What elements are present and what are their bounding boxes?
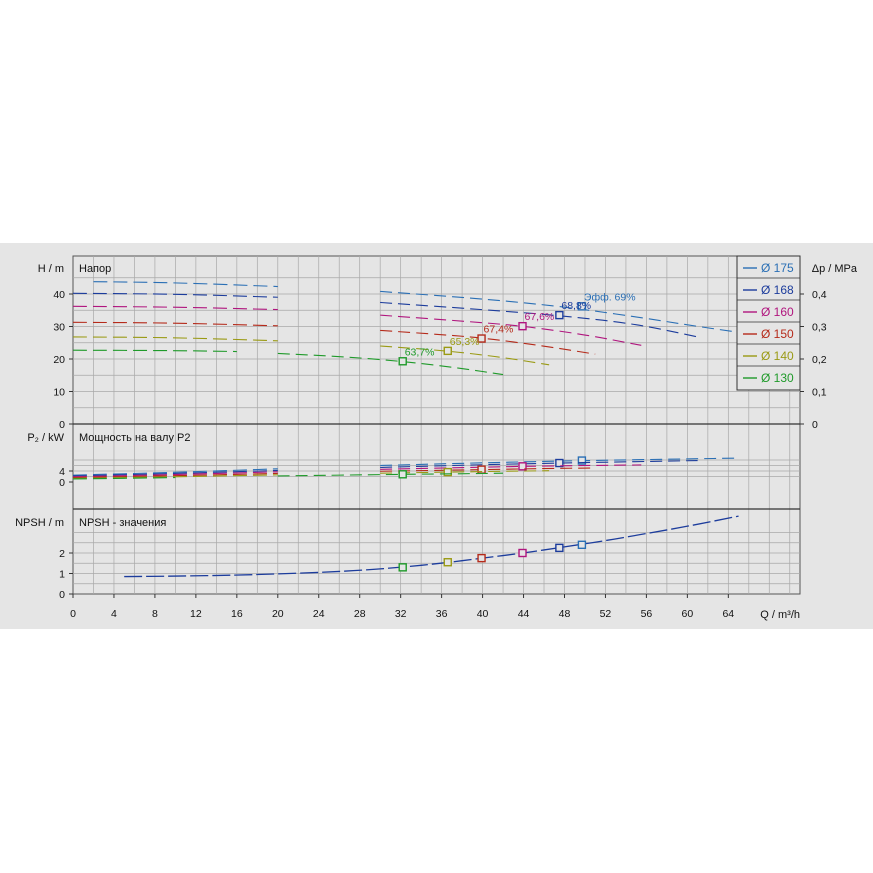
power-4-operating-point — [443, 467, 452, 477]
flow-axis-tick-label: 12 — [190, 608, 202, 620]
power-3-curve — [72, 472, 278, 479]
head-5-curve — [72, 349, 237, 353]
npsh-axis-label: NPSH / m — [15, 517, 64, 529]
pressure-axis-tick-label: 0,2 — [812, 354, 827, 366]
pressure-axis-tick-label: 0 — [812, 419, 818, 431]
power-5-curve — [72, 477, 176, 480]
power-2-curve — [72, 471, 278, 478]
head-3-operating-point — [477, 334, 486, 343]
flow-axis-label: Q / m³/h — [760, 609, 800, 621]
flow-axis-tick-label: 44 — [518, 608, 530, 620]
pump-curve-panel: 0 10 20 30 40 0 4 0 1 2 0 0,1 0,2 0,3 0,4 0 4 8 12 16 20 24 28… — [0, 243, 873, 629]
head-axis-tick-label: 0 — [59, 419, 65, 431]
efficiency-label: 67,6% — [525, 311, 555, 323]
npsh-curve — [124, 515, 739, 578]
efficiency-label: 68,8% — [561, 300, 591, 312]
npsh-operating-point — [477, 553, 486, 563]
power-axis-tick-label: 4 — [59, 466, 65, 478]
power-2-curve-dashed — [380, 464, 642, 470]
npsh-operating-point — [577, 540, 587, 549]
flow-axis-tick-label: 36 — [436, 608, 448, 620]
power-0-curve — [72, 468, 278, 476]
npsh-axis-tick-label: 1 — [59, 569, 65, 581]
head-5-operating-point — [398, 357, 407, 366]
flow-axis-tick-label: 48 — [559, 608, 571, 620]
flow-axis-tick-label: 60 — [682, 608, 694, 620]
head-5-curve-dashed — [277, 352, 504, 376]
flow-axis-tick-label: 64 — [722, 608, 734, 620]
efficiency-label: 67,4% — [484, 324, 514, 336]
legend-entry: Ø 150 — [761, 327, 794, 341]
legend-entry: Ø 140 — [761, 349, 794, 363]
power-1-curve — [72, 469, 278, 477]
head-axis-label: H / m — [38, 263, 64, 275]
pressure-axis-tick-label: 0,3 — [812, 322, 827, 334]
head-2-curve-dashed — [380, 314, 642, 346]
flow-axis-tick-label: 0 — [70, 608, 76, 620]
npsh-operating-point — [443, 558, 452, 567]
head-axis-tick-label: 30 — [53, 322, 65, 334]
flow-axis-tick-label: 20 — [272, 608, 284, 620]
head-axis-tick-label: 10 — [53, 387, 65, 399]
legend-entry: Ø 130 — [761, 371, 794, 385]
flow-axis-tick-label: 52 — [600, 608, 612, 620]
flow-axis-tick-label: 40 — [477, 608, 489, 620]
efficiency-label: 65,3% — [450, 336, 480, 348]
flow-axis-tick-label: 32 — [395, 608, 407, 620]
npsh-operating-point — [518, 548, 527, 558]
power-5-curve-dashed — [277, 472, 504, 477]
head-4-operating-point — [443, 346, 452, 356]
pressure-axis-label: Δp / MPa — [812, 263, 858, 275]
flow-axis-tick-label: 8 — [152, 608, 158, 620]
npsh-axis-tick-label: 2 — [59, 548, 65, 560]
efficiency-label: 63,7% — [405, 346, 435, 358]
power-1-operating-point — [555, 458, 564, 468]
flow-axis-tick-label: 56 — [641, 608, 653, 620]
head-4-curve — [72, 336, 278, 342]
head-4-curve-dashed — [380, 345, 550, 366]
flow-axis-tick-label: 28 — [354, 608, 366, 620]
flow-axis-tick-label: 4 — [111, 608, 117, 620]
power-axis-tick-label: 0 — [59, 477, 65, 489]
legend-entry: Ø 175 — [761, 261, 794, 275]
power-axis-label: P₂ / kW — [27, 432, 64, 444]
power-0-operating-point — [577, 456, 587, 465]
head-0-operating-point — [577, 302, 587, 311]
power-4-curve-dashed — [380, 470, 550, 474]
head-1-operating-point — [555, 310, 564, 320]
efficiency-label: Эфф. 69% — [584, 291, 636, 303]
legend-box — [736, 255, 801, 391]
power-2-operating-point — [518, 462, 527, 471]
npsh-operating-point — [555, 543, 564, 553]
flow-axis-tick-label: 16 — [231, 608, 243, 620]
head-axis-tick-label: 20 — [53, 354, 65, 366]
legend-entry: Ø 160 — [761, 305, 794, 319]
head-3-curve — [72, 321, 278, 327]
npsh-panel-title: NPSH - значения — [79, 517, 166, 529]
pressure-axis-tick-label: 0,1 — [812, 387, 827, 399]
head-2-curve — [72, 305, 278, 311]
npsh-operating-point — [398, 563, 407, 572]
head-panel-title: Напор — [79, 263, 111, 275]
head-3-curve-dashed — [380, 329, 596, 355]
legend-entry: Ø 168 — [761, 283, 794, 297]
head-2-operating-point — [518, 321, 527, 331]
power-panel-title: Мощность на валу P2 — [79, 432, 191, 444]
power-0-curve-dashed — [380, 457, 739, 467]
npsh-axis-tick-label: 0 — [59, 589, 65, 601]
power-5-operating-point — [398, 470, 407, 479]
head-1-curve — [72, 292, 278, 298]
flow-axis-tick-label: 24 — [313, 608, 325, 620]
head-0-curve — [93, 281, 278, 288]
head-0-curve-dashed — [380, 290, 739, 333]
power-4-curve — [72, 474, 278, 479]
plot-frame — [72, 255, 801, 595]
pressure-axis-tick-label: 0,4 — [812, 289, 827, 301]
head-axis-tick-label: 40 — [53, 289, 65, 301]
